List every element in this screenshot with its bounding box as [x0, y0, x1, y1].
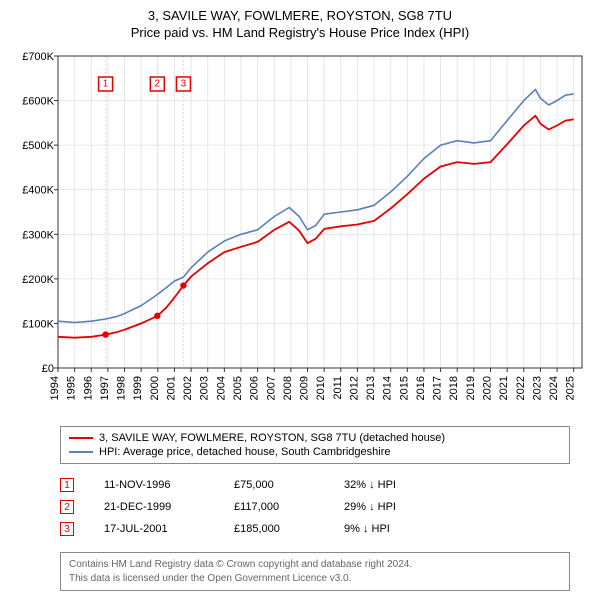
svg-text:2006: 2006: [249, 376, 261, 400]
svg-text:2012: 2012: [348, 376, 360, 400]
sale-diff: 32% ↓ HPI: [344, 479, 434, 491]
svg-text:£300K: £300K: [22, 229, 54, 241]
svg-text:£100K: £100K: [22, 318, 54, 330]
sale-date: 17-JUL-2001: [104, 523, 204, 535]
sale-marker: 1: [60, 478, 74, 492]
svg-text:1999: 1999: [132, 376, 144, 400]
legend-item: HPI: Average price, detached house, Sout…: [69, 445, 561, 459]
svg-text:2017: 2017: [432, 376, 444, 400]
svg-text:1995: 1995: [66, 376, 78, 400]
legend-label: HPI: Average price, detached house, Sout…: [99, 446, 390, 458]
sales-table: 1 11-NOV-1996 £75,000 32% ↓ HPI 2 21-DEC-1999…: [60, 474, 570, 540]
svg-text:2024: 2024: [548, 376, 560, 400]
legend: 3, SAVILE WAY, FOWLMERE, ROYSTON, SG8 7T…: [60, 426, 570, 464]
svg-text:£700K: £700K: [22, 51, 54, 63]
sale-price: £117,000: [234, 501, 314, 513]
svg-text:2007: 2007: [265, 376, 277, 400]
svg-text:1998: 1998: [116, 376, 128, 400]
sale-date: 11-NOV-1996: [104, 479, 204, 491]
svg-text:2004: 2004: [215, 376, 227, 400]
sale-diff: 29% ↓ HPI: [344, 501, 434, 513]
svg-text:1997: 1997: [99, 376, 111, 400]
svg-text:2000: 2000: [149, 376, 161, 400]
chart-container: 3, SAVILE WAY, FOWLMERE, ROYSTON, SG8 7T…: [0, 0, 600, 601]
svg-text:2023: 2023: [531, 376, 543, 400]
sale-row: 3 17-JUL-2001 £185,000 9% ↓ HPI: [60, 518, 570, 540]
svg-text:£600K: £600K: [22, 96, 54, 108]
svg-text:2014: 2014: [382, 376, 394, 400]
svg-text:2005: 2005: [232, 376, 244, 400]
svg-text:2022: 2022: [515, 376, 527, 400]
sale-date: 21-DEC-1999: [104, 501, 204, 513]
svg-text:£200K: £200K: [22, 274, 54, 286]
chart-area: £0 £100K £200K £300K £400K £500K £600K £700K 199…: [10, 48, 590, 418]
legend-item: 3, SAVILE WAY, FOWLMERE, ROYSTON, SG8 7T…: [69, 431, 561, 445]
svg-text:2025: 2025: [565, 376, 577, 400]
svg-text:2002: 2002: [182, 376, 194, 400]
svg-text:£0: £0: [42, 363, 54, 375]
svg-text:1994: 1994: [49, 376, 61, 400]
svg-text:2020: 2020: [482, 376, 494, 400]
chart-title: 3, SAVILE WAY, FOWLMERE, ROYSTON, SG8 7T…: [10, 8, 590, 23]
sale-row: 1 11-NOV-1996 £75,000 32% ↓ HPI: [60, 474, 570, 496]
svg-text:2009: 2009: [299, 376, 311, 400]
legend-swatch: [69, 437, 93, 439]
credit-line-2: This data is licensed under the Open Gov…: [69, 572, 561, 586]
svg-text:2019: 2019: [465, 376, 477, 400]
credit-line-1: Contains HM Land Registry data © Crown c…: [69, 558, 561, 572]
svg-text:1996: 1996: [82, 376, 94, 400]
svg-text:2018: 2018: [448, 376, 460, 400]
sale-price: £75,000: [234, 479, 314, 491]
svg-text:£400K: £400K: [22, 185, 54, 197]
svg-text:2: 2: [155, 79, 161, 90]
svg-text:2016: 2016: [415, 376, 427, 400]
sale-row: 2 21-DEC-1999 £117,000 29% ↓ HPI: [60, 496, 570, 518]
svg-text:1: 1: [103, 79, 109, 90]
svg-text:£500K: £500K: [22, 140, 54, 152]
svg-text:3: 3: [181, 79, 187, 90]
svg-text:2013: 2013: [365, 376, 377, 400]
svg-text:2008: 2008: [282, 376, 294, 400]
svg-text:2021: 2021: [498, 376, 510, 400]
svg-text:2001: 2001: [165, 376, 177, 400]
chart-subtitle: Price paid vs. HM Land Registry's House …: [10, 25, 590, 40]
sale-marker: 2: [60, 500, 74, 514]
legend-label: 3, SAVILE WAY, FOWLMERE, ROYSTON, SG8 7T…: [99, 432, 445, 444]
line-chart-svg: £0 £100K £200K £300K £400K £500K £600K £700K 199…: [10, 48, 590, 418]
svg-text:2015: 2015: [398, 376, 410, 400]
sale-diff: 9% ↓ HPI: [344, 523, 434, 535]
svg-text:2003: 2003: [199, 376, 211, 400]
svg-text:2010: 2010: [315, 376, 327, 400]
sale-marker: 3: [60, 522, 74, 536]
legend-swatch: [69, 451, 93, 453]
svg-text:2011: 2011: [332, 376, 344, 400]
credits-box: Contains HM Land Registry data © Crown c…: [60, 552, 570, 591]
sale-price: £185,000: [234, 523, 314, 535]
